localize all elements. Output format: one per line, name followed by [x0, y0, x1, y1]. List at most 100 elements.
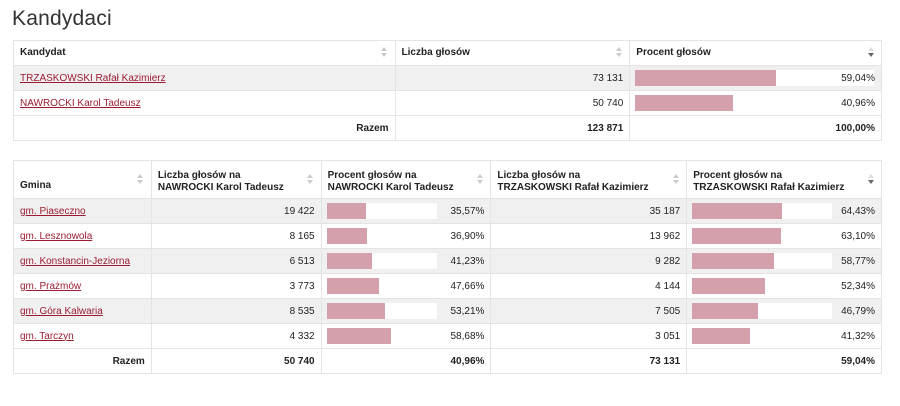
gmina-link[interactable]: gm. Konstancin-Jeziorna — [20, 255, 131, 267]
percent-value: 35,57% — [450, 205, 485, 217]
percent-value: 40,96% — [841, 97, 875, 109]
column-header-label: Procent głosów na — [693, 169, 783, 181]
column-header-label: Procent głosów — [636, 47, 711, 58]
sort-icon[interactable] — [381, 47, 388, 59]
total-votes-trzaskowski: 73 131 — [490, 348, 688, 374]
percent-value: 52,34% — [841, 280, 875, 292]
votes-nawrocki-cell: 19 422 — [150, 198, 322, 224]
total-label: Razem — [13, 348, 152, 374]
percent-bar — [326, 278, 380, 294]
percent-value: 58,77% — [841, 255, 875, 267]
candidate-link[interactable]: TRZASKOWSKI Rafał Kazimierz — [20, 72, 166, 84]
percent-nawrocki-cell: 53,21% — [320, 298, 492, 324]
percent-bar-track — [326, 278, 437, 294]
column-header-label: Kandydat — [20, 47, 66, 58]
column-header-candidate[interactable]: Kandydat — [13, 40, 396, 66]
percent-value: 47,66% — [450, 280, 485, 292]
percent-bar-track — [326, 228, 437, 244]
column-header-label: TRZASKOWSKI Rafał Kazimierz — [693, 181, 845, 193]
total-percent: 100,00% — [629, 115, 882, 141]
sort-icon[interactable] — [672, 173, 679, 186]
percent-bar-track — [692, 253, 833, 269]
candidate-cell: TRZASKOWSKI Rafał Kazimierz — [13, 65, 396, 91]
percent-trzaskowski-cell: 58,77% — [686, 248, 882, 274]
column-header-votes-nawrocki[interactable]: Liczba głosów na NAWROCKI Karol Tadeusz — [150, 160, 322, 199]
gmina-cell: gm. Lesznowola — [13, 223, 152, 249]
sort-icon[interactable] — [615, 47, 622, 59]
percent-trzaskowski-cell: 52,34% — [686, 273, 882, 299]
percent-value: 59,04% — [841, 72, 875, 84]
table-row: NAWROCKI Karol Tadeusz 50 740 40,96% — [13, 90, 882, 116]
gmina-link[interactable]: gm. Piaseczno — [20, 205, 86, 217]
votes-trzaskowski-cell: 7 505 — [490, 298, 688, 324]
votes-nawrocki-cell: 3 773 — [150, 273, 322, 299]
percent-bar — [692, 253, 775, 269]
percent-bar — [326, 303, 386, 319]
percent-nawrocki-cell: 41,23% — [320, 248, 492, 274]
page-title: Kandydaci — [12, 7, 112, 30]
percent-bar — [635, 70, 777, 86]
percent-trzaskowski-cell: 64,43% — [686, 198, 882, 224]
votes-trzaskowski-cell: 35 187 — [490, 198, 688, 224]
table-row: TRZASKOWSKI Rafał Kazimierz 73 131 59,04… — [13, 65, 882, 91]
percent-bar-track — [692, 303, 833, 319]
votes-cell: 50 740 — [394, 90, 631, 116]
column-header-label: Gmina — [20, 180, 52, 191]
votes-nawrocki-cell: 4 332 — [150, 323, 322, 349]
votes-trzaskowski-cell: 13 962 — [490, 223, 688, 249]
table-row: gm. Konstancin-Jeziorna 6 513 41,23% 9 282 5… — [13, 248, 882, 274]
percent-value: 41,23% — [450, 255, 485, 267]
percent-bar — [692, 228, 781, 244]
total-votes: 123 871 — [394, 115, 631, 141]
total-percent-nawrocki: 40,96% — [320, 348, 492, 374]
column-header-gmina[interactable]: Gmina — [13, 160, 152, 199]
votes-nawrocki-cell: 6 513 — [150, 248, 322, 274]
column-header-percent-trzaskowski[interactable]: Procent głosów na TRZASKOWSKI Rafał Kazi… — [686, 160, 882, 199]
percent-bar — [692, 278, 766, 294]
candidate-cell: NAWROCKI Karol Tadeusz — [13, 90, 396, 116]
candidate-link[interactable]: NAWROCKI Karol Tadeusz — [20, 97, 141, 109]
percent-bar-track — [692, 228, 833, 244]
percent-bar — [326, 253, 372, 269]
percent-value: 58,68% — [450, 330, 485, 342]
gmina-link[interactable]: gm. Prażmów — [20, 280, 82, 292]
percent-trzaskowski-cell: 41,32% — [686, 323, 882, 349]
sort-icon[interactable] — [137, 173, 144, 186]
sort-desc-icon[interactable] — [867, 173, 874, 186]
percent-bar — [635, 95, 734, 111]
column-header-label: Liczba głosów na — [497, 169, 581, 181]
column-header-label: NAWROCKI Karol Tadeusz — [157, 181, 284, 193]
column-header-label: TRZASKOWSKI Rafał Kazimierz — [497, 181, 649, 193]
percent-nawrocki-cell: 58,68% — [320, 323, 492, 349]
percent-bar — [326, 228, 368, 244]
table-row: gm. Tarczyn 4 332 58,68% 3 051 41,32% — [13, 323, 882, 349]
percent-cell: 59,04% — [629, 65, 882, 91]
percent-bar-track — [326, 303, 437, 319]
sort-desc-icon[interactable] — [867, 47, 874, 59]
column-header-percent-nawrocki[interactable]: Procent głosów na NAWROCKI Karol Tadeusz — [320, 160, 492, 199]
percent-bar — [692, 328, 751, 344]
total-row: Razem 123 871 100,00% — [13, 115, 882, 141]
gmina-link[interactable]: gm. Góra Kalwaria — [20, 305, 103, 317]
percent-bar-track — [326, 253, 437, 269]
column-header-votes[interactable]: Liczba głosów — [394, 40, 631, 66]
sort-icon[interactable] — [307, 173, 314, 186]
percent-value: 46,79% — [841, 305, 875, 317]
gmina-results-table: Gmina Liczba głosów na NAWROCKI Karol Ta… — [13, 160, 882, 374]
sort-icon[interactable] — [476, 173, 483, 186]
percent-bar-track — [692, 328, 833, 344]
gmina-cell: gm. Prażmów — [13, 273, 152, 299]
table-row: gm. Piaseczno 19 422 35,57% 35 187 64,43% — [13, 198, 882, 224]
percent-nawrocki-cell: 36,90% — [320, 223, 492, 249]
percent-bar-track — [635, 70, 875, 86]
table-header-row: Kandydat Liczba głosów Procent głosów — [13, 40, 882, 66]
column-header-label: NAWROCKI Karol Tadeusz — [327, 181, 454, 193]
percent-bar — [692, 303, 758, 319]
percent-bar — [692, 203, 783, 219]
percent-value: 36,90% — [450, 230, 485, 242]
gmina-link[interactable]: gm. Tarczyn — [20, 330, 74, 342]
column-header-votes-trzaskowski[interactable]: Liczba głosów na TRZASKOWSKI Rafał Kazim… — [490, 160, 688, 199]
gmina-link[interactable]: gm. Lesznowola — [20, 230, 93, 242]
percent-value: 53,21% — [450, 305, 485, 317]
column-header-percent[interactable]: Procent głosów — [629, 40, 882, 66]
